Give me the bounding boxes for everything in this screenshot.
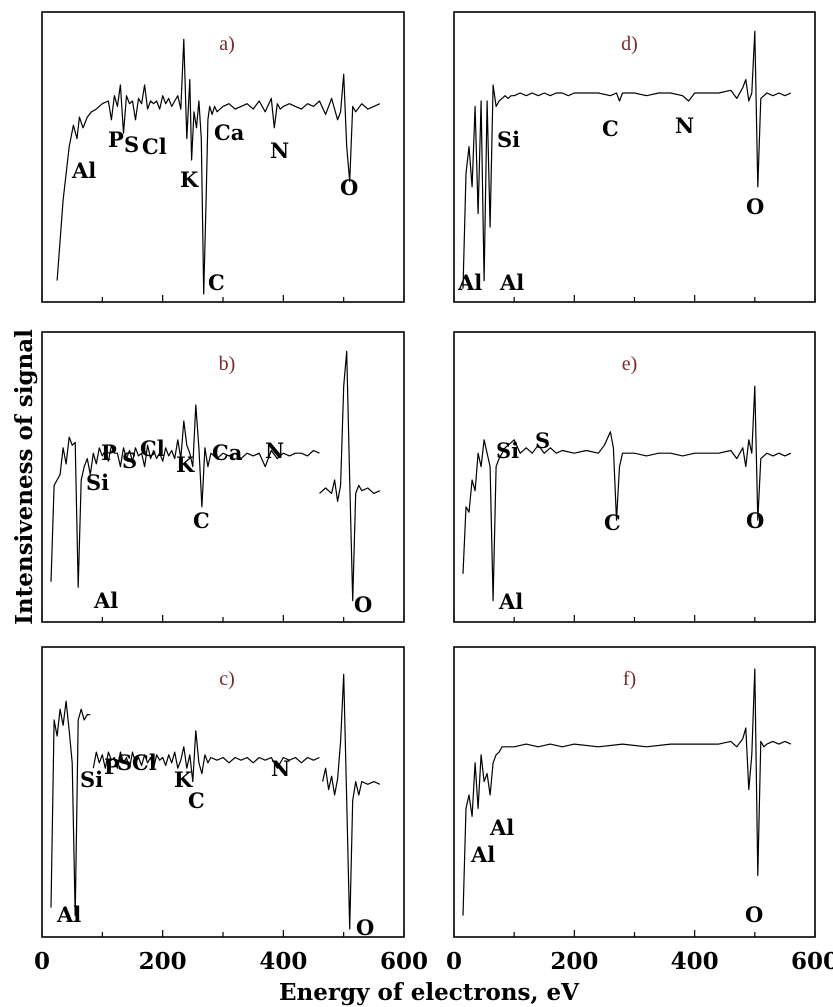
- spectrum-line: [462, 30, 792, 289]
- spectrum-line: [50, 404, 320, 588]
- x-tick-label: 600: [380, 948, 428, 975]
- panel-frame: [41, 11, 405, 303]
- x-tick-label: 400: [259, 948, 307, 975]
- panel-title: a): [219, 33, 235, 55]
- element-label: C: [602, 116, 619, 141]
- element-label: Al: [499, 270, 524, 295]
- element-label: Al: [56, 902, 81, 927]
- x-tick-label: 600: [791, 948, 833, 975]
- element-label: K: [180, 167, 199, 192]
- element-label: P: [108, 127, 124, 152]
- element-label: Al: [489, 815, 514, 840]
- element-label: Cl: [132, 750, 157, 775]
- element-label: S: [122, 448, 137, 473]
- panel-frame: [453, 11, 816, 303]
- element-label: O: [746, 194, 764, 219]
- x-tick-label: 200: [550, 948, 598, 975]
- panel-title: d): [621, 33, 638, 55]
- element-label: P: [104, 754, 120, 779]
- element-label: Si: [86, 470, 109, 495]
- element-label: N: [270, 138, 289, 163]
- element-label: C: [604, 510, 621, 535]
- element-label: K: [176, 452, 195, 477]
- panel-title: f): [623, 668, 636, 690]
- element-label: S: [124, 132, 139, 157]
- element-label: C: [188, 788, 205, 813]
- spectrum-line: [319, 350, 381, 602]
- element-label: N: [271, 756, 290, 781]
- element-label: S: [117, 750, 132, 775]
- panel-title: e): [622, 353, 638, 375]
- y-axis-title: Intensiveness of signal: [11, 329, 38, 625]
- panel-frame: [453, 646, 816, 938]
- spectrum-line: [322, 673, 381, 930]
- element-label: O: [745, 902, 763, 927]
- x-tick-label: 200: [139, 948, 187, 975]
- element-label: Ca: [212, 440, 243, 465]
- element-label: C: [208, 270, 225, 295]
- element-label: Al: [498, 589, 523, 614]
- element-label: Si: [80, 767, 103, 792]
- element-label: Cl: [142, 134, 167, 159]
- element-label: Si: [496, 438, 519, 463]
- element-label: O: [356, 915, 374, 940]
- spectrum-line: [92, 730, 320, 783]
- spectrum-line: [462, 385, 792, 602]
- spectrum-line: [50, 700, 91, 917]
- x-axis-title: Energy of electrons, eV: [279, 979, 580, 1006]
- element-label: P: [101, 440, 117, 465]
- element-label: Ca: [214, 120, 245, 145]
- x-tick-label: 400: [671, 948, 719, 975]
- element-label: N: [265, 438, 284, 463]
- element-label: N: [675, 113, 694, 138]
- element-label: O: [340, 175, 358, 200]
- element-label: O: [746, 508, 764, 533]
- panel-frame: [41, 646, 405, 938]
- spectrum-line: [56, 38, 381, 295]
- x-tick-label: 0: [446, 948, 462, 975]
- element-label: O: [354, 592, 372, 617]
- element-label: Al: [71, 158, 96, 183]
- element-label: Al: [470, 842, 495, 867]
- element-label: S: [535, 428, 550, 453]
- panel-title: b): [219, 353, 236, 375]
- spectrum-line: [462, 668, 792, 916]
- x-tick-label: 0: [34, 948, 50, 975]
- panel-frame: [453, 331, 816, 623]
- element-label: Cl: [140, 436, 165, 461]
- element-label: Al: [457, 270, 482, 295]
- panel-title: c): [219, 668, 235, 690]
- element-label: Al: [93, 588, 118, 613]
- element-label: K: [174, 767, 193, 792]
- element-label: C: [193, 508, 210, 533]
- element-label: Si: [497, 127, 520, 152]
